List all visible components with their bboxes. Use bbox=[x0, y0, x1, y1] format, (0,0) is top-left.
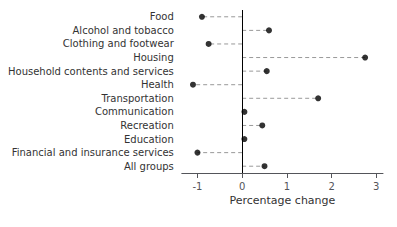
svg-text:Alcohol and tobacco: Alcohol and tobacco bbox=[73, 25, 174, 36]
svg-text:Percentage change: Percentage change bbox=[229, 194, 335, 207]
svg-text:1: 1 bbox=[284, 181, 290, 192]
svg-text:Health: Health bbox=[141, 79, 174, 90]
svg-text:0: 0 bbox=[239, 181, 245, 192]
svg-text:Education: Education bbox=[124, 134, 174, 145]
svg-text:Household contents and service: Household contents and services bbox=[8, 66, 174, 77]
svg-text:Food: Food bbox=[150, 11, 174, 22]
svg-text:Clothing and footwear: Clothing and footwear bbox=[63, 38, 175, 49]
svg-text:Transportation: Transportation bbox=[101, 93, 174, 104]
svg-text:2: 2 bbox=[328, 181, 334, 192]
svg-text:Financial and insurance servic: Financial and insurance services bbox=[12, 147, 174, 158]
svg-text:-1: -1 bbox=[192, 181, 202, 192]
svg-text:All groups: All groups bbox=[124, 161, 174, 172]
svg-text:Communication: Communication bbox=[95, 106, 174, 117]
svg-text:3: 3 bbox=[373, 181, 379, 192]
svg-text:Recreation: Recreation bbox=[120, 120, 173, 131]
svg-text:Housing: Housing bbox=[133, 52, 174, 63]
